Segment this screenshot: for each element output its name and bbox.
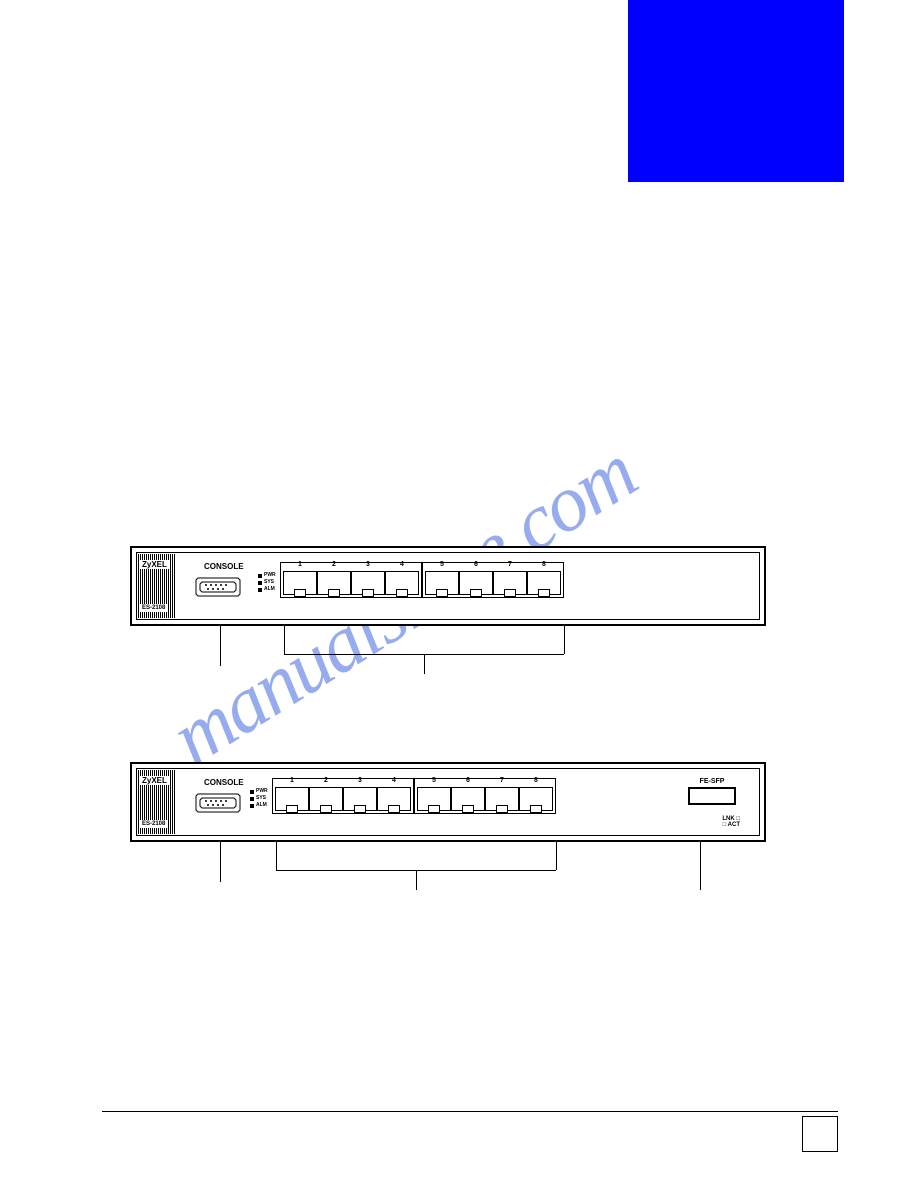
port-number: 5 xyxy=(432,777,436,784)
led-indicators: PWR SYS ALM xyxy=(250,788,268,809)
ethernet-port xyxy=(385,571,419,595)
ethernet-port xyxy=(275,787,309,811)
port-number: 8 xyxy=(534,777,538,784)
ethernet-port xyxy=(425,571,459,595)
port-number: 1 xyxy=(298,561,302,568)
port-number: 2 xyxy=(324,777,328,784)
port-number: 4 xyxy=(400,561,404,568)
port-number: 5 xyxy=(440,561,444,568)
console-label: CONSOLE xyxy=(204,778,244,787)
callout-line xyxy=(416,870,417,890)
port-number: 7 xyxy=(500,777,504,784)
ethernet-port xyxy=(343,787,377,811)
callout-line xyxy=(700,842,701,890)
ethernet-port xyxy=(527,571,561,595)
port-number: 4 xyxy=(392,777,396,784)
callout-line xyxy=(564,626,565,654)
port-number: 1 xyxy=(290,777,294,784)
led-alm: ALM xyxy=(256,802,267,809)
led-sys: SYS xyxy=(264,579,274,586)
port-number: 3 xyxy=(366,561,370,568)
device-model: ES-2108 xyxy=(140,604,167,612)
sfp-slot-area: FE-SFP LNK □ □ ACT xyxy=(688,778,736,805)
ethernet-port xyxy=(377,787,411,811)
ethernet-port xyxy=(309,787,343,811)
callout-line xyxy=(284,626,285,654)
footer-divider xyxy=(102,1111,838,1112)
console-port-icon xyxy=(194,792,242,814)
callout-line xyxy=(220,842,221,882)
port-number: 7 xyxy=(508,561,512,568)
led-pwr: PWR xyxy=(264,572,276,579)
console-label: CONSOLE xyxy=(204,562,244,571)
ethernet-port xyxy=(485,787,519,811)
chapter-header-box xyxy=(628,0,844,182)
device-model: ES-2108 xyxy=(140,820,167,828)
console-port-icon xyxy=(194,576,242,598)
device-brand: ZyXEL xyxy=(140,560,169,569)
callout-line xyxy=(276,842,277,870)
sfp-led-labels: LNK □ □ ACT xyxy=(722,816,740,828)
port-number: 3 xyxy=(358,777,362,784)
led-sys: SYS xyxy=(256,795,266,802)
port-number: 6 xyxy=(474,561,478,568)
led-indicators: PWR SYS ALM xyxy=(258,572,276,593)
sfp-act-label: ACT xyxy=(728,822,740,828)
led-pwr: PWR xyxy=(256,788,268,795)
sfp-slot-icon xyxy=(688,787,736,805)
ethernet-port xyxy=(351,571,385,595)
device-front-panel-2: ZyXEL ES-2108 CONSOLE PWR SYS ALM 1 2 3 … xyxy=(130,762,766,842)
port-number: 8 xyxy=(542,561,546,568)
callout-line xyxy=(424,654,425,674)
device-brand: ZyXEL xyxy=(140,776,169,785)
ethernet-port xyxy=(317,571,351,595)
ethernet-port xyxy=(417,787,451,811)
page-number-box xyxy=(802,1116,838,1152)
callout-line xyxy=(556,842,557,870)
led-alm: ALM xyxy=(264,586,275,593)
callout-line xyxy=(220,626,221,666)
ethernet-ports: 1 2 3 4 5 6 7 8 xyxy=(272,778,556,814)
port-number: 2 xyxy=(332,561,336,568)
device-front-panel-1: ZyXEL ES-2108 CONSOLE PWR SYS ALM 1 2 3 … xyxy=(130,546,766,626)
ethernet-port xyxy=(451,787,485,811)
ethernet-port xyxy=(283,571,317,595)
ethernet-port xyxy=(493,571,527,595)
ethernet-port xyxy=(519,787,553,811)
ethernet-port xyxy=(459,571,493,595)
sfp-label: FE-SFP xyxy=(688,778,736,785)
ethernet-ports: 1 2 3 4 5 6 7 8 xyxy=(280,562,564,598)
port-number: 6 xyxy=(466,777,470,784)
